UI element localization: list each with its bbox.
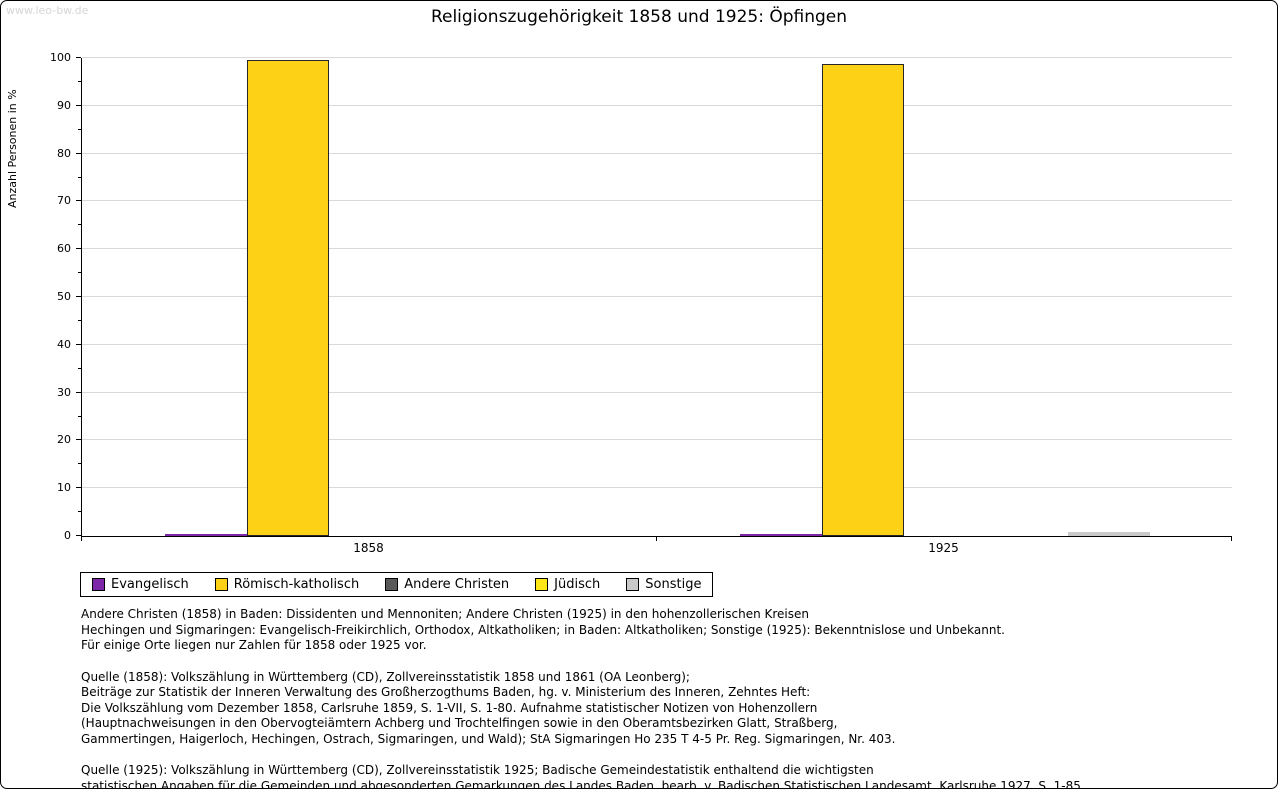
plot-area: [81, 57, 1232, 537]
y-tick-minor: [78, 367, 81, 369]
note-quelle-1925: Quelle (1925): Volkszählung in Württembe…: [81, 763, 1085, 789]
legend-label-evangelisch: Evangelisch: [111, 577, 189, 592]
legend-item-jüdisch: Jüdisch: [535, 577, 600, 592]
x-axis: 1858 1925: [81, 537, 1232, 559]
watermark: www.leo-bw.de: [6, 4, 89, 17]
y-axis: 0 10 20 30 40 50 60 70 80 90 100: [1, 51, 81, 542]
legend-item-sonstige: Sonstige: [626, 577, 701, 592]
y-tick-label: 30: [57, 385, 71, 399]
y-tick-label: 100: [50, 51, 71, 64]
y-tick-minor: [78, 80, 81, 82]
y-tick-label: 90: [57, 98, 71, 112]
y-tick-major: [76, 248, 81, 250]
gridline: [82, 343, 1232, 345]
gridline: [82, 152, 1232, 154]
gridline: [82, 200, 1232, 202]
y-tick-minor: [78, 176, 81, 178]
bar-1925-römisch-katholisch: [821, 63, 904, 536]
legend: Evangelisch Römisch-katholisch Andere Chri…: [80, 572, 714, 597]
y-tick-label: 70: [57, 194, 71, 208]
y-tick-major: [76, 391, 81, 393]
y-tick-major: [76, 439, 81, 441]
legend-label-sonstige: Sonstige: [645, 577, 702, 592]
legend-label-römisch-katholisch: Römisch-katholisch: [233, 577, 360, 592]
y-tick-major: [76, 343, 81, 345]
legend-label-andere-christen: Andere Christen: [404, 577, 510, 592]
y-tick-minor: [78, 415, 81, 417]
y-tick-major: [76, 152, 81, 154]
x-tick-mark: [81, 537, 82, 541]
gridline: [82, 487, 1232, 489]
bar-1925-evangelisch: [739, 533, 822, 536]
y-tick-minor: [78, 319, 81, 321]
y-tick-label: 0: [64, 529, 71, 542]
y-tick-label: 50: [57, 290, 71, 303]
bar-1858-römisch-katholisch: [246, 59, 329, 536]
legend-swatch-andere-christen: [385, 578, 399, 591]
bar-1858-evangelisch: [164, 534, 247, 536]
y-tick-minor: [78, 463, 81, 465]
x-tick-label: 1925: [928, 541, 959, 555]
gridline: [82, 104, 1232, 106]
gridline: [82, 439, 1232, 441]
x-tick-mark: [656, 537, 657, 541]
y-tick-minor: [78, 511, 81, 513]
y-tick-major: [76, 200, 81, 202]
bar-1925-sonstige: [1067, 532, 1150, 536]
gridline: [82, 391, 1232, 393]
legend-swatch-jüdisch: [535, 578, 549, 591]
legend-swatch-sonstige: [626, 578, 640, 591]
y-tick-minor: [78, 128, 81, 130]
legend-item-römisch-katholisch: Römisch-katholisch: [214, 577, 360, 592]
x-tick-label: 1858: [353, 541, 384, 555]
y-tick-label: 40: [57, 337, 71, 351]
y-tick-minor: [78, 224, 81, 226]
y-tick-label: 10: [57, 481, 71, 495]
y-tick-major: [76, 104, 81, 106]
gridline: [82, 296, 1232, 297]
notes: Andere Christen (1858) in Baden: Disside…: [81, 607, 1221, 789]
gridline: [82, 57, 1232, 58]
note-quelle-1858: Quelle (1858): Volkszählung in Württembe…: [81, 669, 896, 746]
legend-label-jüdisch: Jüdisch: [554, 577, 601, 592]
legend-item-evangelisch: Evangelisch: [92, 577, 189, 592]
gridline: [82, 248, 1232, 250]
y-tick-label: 20: [57, 433, 71, 447]
y-tick-major: [76, 487, 81, 489]
y-tick-label: 80: [57, 146, 71, 160]
y-tick-major: [76, 296, 81, 297]
y-tick-label: 60: [57, 242, 71, 256]
note-andere-christen: Andere Christen (1858) in Baden: Disside…: [81, 607, 1005, 652]
legend-item-andere-christen: Andere Christen: [385, 577, 509, 592]
y-tick-minor: [78, 272, 81, 274]
y-tick-major: [76, 535, 81, 536]
legend-swatch-evangelisch: [92, 578, 105, 591]
y-tick-major: [76, 57, 81, 58]
x-tick-mark: [1231, 537, 1232, 541]
legend-swatch-römisch-katholisch: [214, 578, 228, 591]
chart-title: Religionszugehörigkeit 1858 und 1925: Öp…: [430, 7, 848, 27]
